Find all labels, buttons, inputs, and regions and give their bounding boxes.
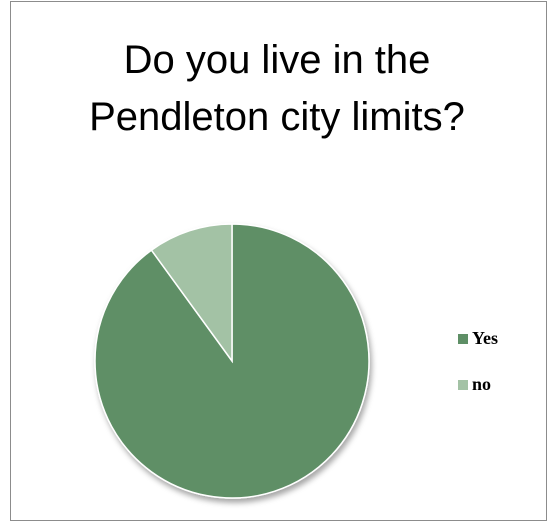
legend-label: no (472, 374, 491, 394)
chart-frame (10, 1, 547, 521)
legend-swatch (458, 380, 468, 390)
legend-label: Yes (472, 328, 498, 348)
chart-title: Do you live in the Pendleton city limits… (89, 38, 465, 139)
pie-slice (150, 223, 233, 364)
legend-swatch (458, 334, 468, 344)
pie (94, 223, 370, 499)
